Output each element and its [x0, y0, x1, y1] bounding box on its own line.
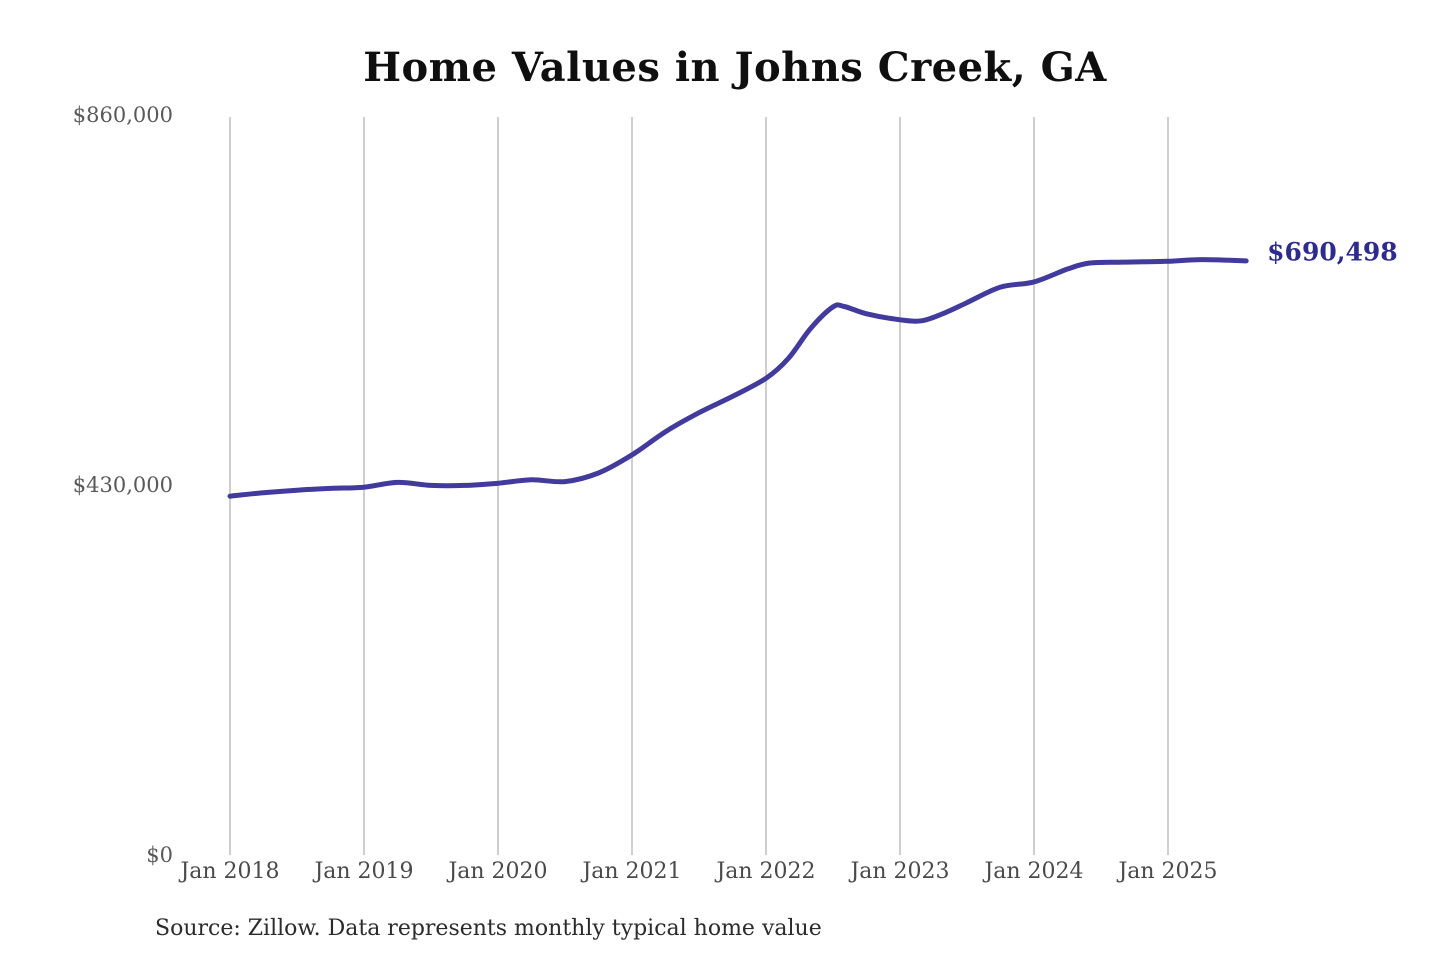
- y-axis-tick-label: $860,000: [72, 103, 173, 127]
- x-axis-tick-label: Jan 2021: [582, 859, 682, 884]
- source-note: Source: Zillow. Data represents monthly …: [155, 916, 822, 941]
- x-axis-tick-label: Jan 2025: [1118, 859, 1218, 884]
- x-axis-tick-label: Jan 2022: [716, 859, 816, 884]
- end-value-label: $690,498: [1267, 237, 1398, 267]
- x-axis-tick-label: Jan 2023: [850, 859, 950, 884]
- y-axis-tick-label: $430,000: [72, 473, 173, 497]
- chart-title: Home Values in Johns Creek, GA: [363, 44, 1107, 91]
- x-axis-tick-label: Jan 2024: [984, 859, 1084, 884]
- x-axis-tick-label: Jan 2018: [180, 859, 280, 884]
- x-axis-tick-label: Jan 2020: [448, 859, 548, 884]
- x-axis-tick-label: Jan 2019: [314, 859, 414, 884]
- y-axis-tick-label: $0: [146, 843, 173, 867]
- home-value-line: [227, 257, 1249, 499]
